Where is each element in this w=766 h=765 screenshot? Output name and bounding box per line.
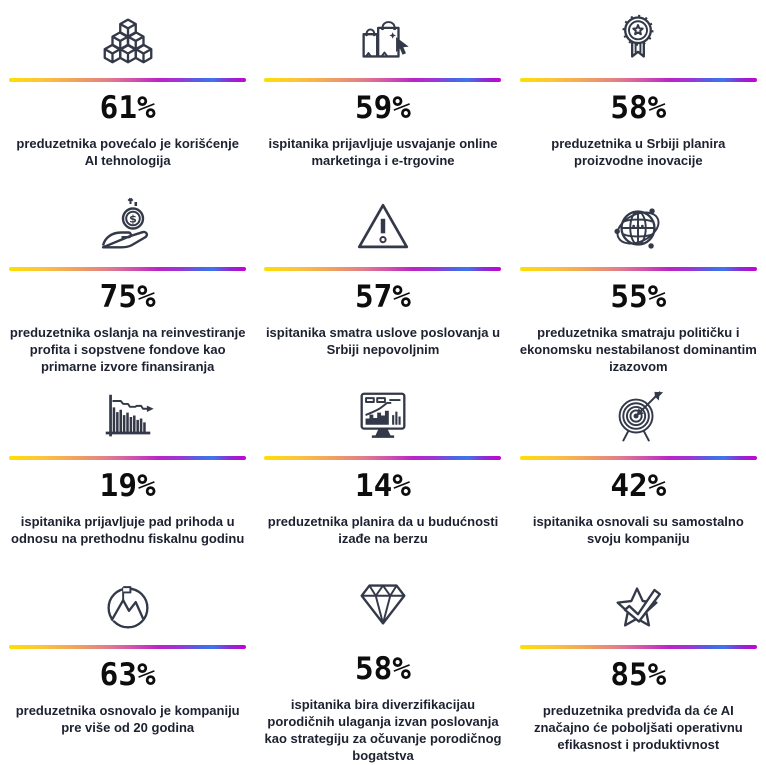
target-arrow-icon: [607, 384, 669, 448]
gradient-divider: [519, 267, 757, 271]
stat-description: preduzetnika oslanja na reinvestiranje p…: [9, 325, 246, 375]
gradient-divider: [519, 78, 757, 82]
star-checkmark-icon: [607, 573, 669, 637]
mountain-flag-icon: [97, 573, 159, 637]
stat-percent: 55%: [610, 279, 667, 315]
gradient-divider: [9, 267, 247, 271]
stat-percent: 59%: [354, 90, 411, 126]
gradient-divider: [264, 267, 502, 271]
stat-card-reinvestment: $ 75% preduzetnika oslanja na reinvestir…: [0, 189, 255, 378]
gradient-divider: [264, 456, 502, 460]
stat-description: preduzetnika planira da u budućnosti iza…: [267, 514, 499, 547]
award-ribbon-icon: [607, 6, 669, 70]
gradient-divider: [264, 78, 502, 82]
stat-description: ispitanika osnovali su samostalno svoju …: [532, 514, 744, 547]
warning-triangle-icon: [352, 195, 414, 259]
gradient-divider: [519, 645, 757, 649]
gradient-divider: [9, 645, 247, 649]
declining-chart-icon: [97, 384, 159, 448]
stat-card-ai-efficiency: 85% preduzetnika predviđa da će AI znača…: [511, 567, 766, 756]
stat-card-self-founded: 42% ispitanika osnovali su samostalno sv…: [511, 378, 766, 567]
gradient-divider: [9, 78, 247, 82]
stat-description: ispitanika smatra uslove poslovanja u Sr…: [265, 325, 501, 358]
diamond-icon: [352, 573, 414, 635]
stat-description: preduzetnika predviđa da će AI značajno …: [533, 703, 743, 753]
stat-card-instability: 55% preduzetnika smatraju političku i ek…: [511, 189, 766, 378]
monitor-chart-icon: [352, 384, 414, 448]
gradient-divider: [9, 456, 247, 460]
hand-coin-icon: $: [96, 195, 160, 259]
svg-text:$: $: [129, 213, 137, 226]
stat-description: ispitanika bira diverzifikacijau porodič…: [264, 697, 502, 764]
stat-description: preduzetnika osnovalo je kompaniju pre v…: [15, 703, 240, 736]
shopping-bags-cursor-icon: [352, 6, 414, 70]
stat-percent: 63%: [99, 657, 156, 693]
stat-card-diversification: 58% ispitanika bira diverzifikacijau por…: [255, 567, 510, 763]
stat-card-online-marketing: 59% ispitanika prijavljuje usvajanje onl…: [255, 0, 510, 189]
stat-percent: 75%: [99, 279, 156, 315]
stat-percent: 42%: [610, 468, 667, 504]
stat-percent: 58%: [610, 90, 667, 126]
stat-description: ispitanika prijavljuje usvajanje online …: [268, 136, 498, 169]
gradient-divider: [519, 456, 757, 460]
stat-percent: 14%: [354, 468, 411, 504]
stat-description: ispitanika prijavljuje pad prihoda u odn…: [11, 514, 245, 547]
cubes-pyramid-icon: [97, 6, 159, 70]
stat-description: preduzetnika povećalo je korišćenje AI t…: [16, 136, 239, 169]
stat-card-revenue-decline: 19% ispitanika prijavljuje pad prihoda u…: [0, 378, 255, 567]
stat-card-ai-adoption: 61% preduzetnika povećalo je korišćenje …: [0, 0, 255, 189]
stat-card-ipo-plans: 14% preduzetnika planira da u budućnosti…: [255, 378, 510, 567]
stat-description: preduzetnika u Srbiji planira proizvodne…: [551, 136, 726, 169]
stat-percent: 58%: [354, 651, 411, 687]
stat-percent: 57%: [354, 279, 411, 315]
stat-card-business-conditions: 57% ispitanika smatra uslove poslovanja …: [255, 189, 510, 378]
stat-card-product-innovation: 58% preduzetnika u Srbiji planira proizv…: [511, 0, 766, 189]
globe-network-icon: [607, 195, 669, 259]
stat-percent: 61%: [99, 90, 156, 126]
stat-card-company-age: 63% preduzetnika osnovalo je kompaniju p…: [0, 567, 255, 756]
stat-percent: 85%: [610, 657, 667, 693]
stat-percent: 19%: [99, 468, 156, 504]
stat-description: preduzetnika smatraju političku i ekonom…: [519, 325, 757, 375]
